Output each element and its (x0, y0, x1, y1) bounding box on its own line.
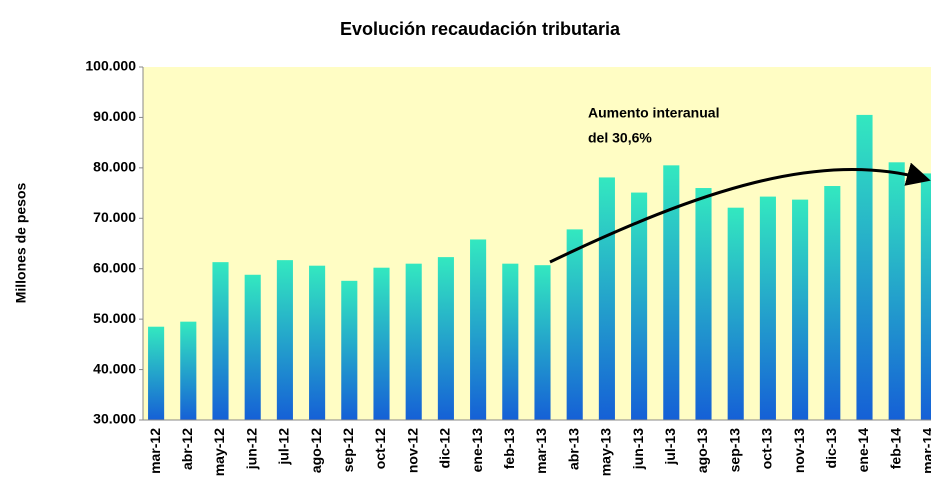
bar (180, 321, 197, 420)
bar (502, 263, 519, 420)
bar (212, 262, 229, 420)
bar (405, 263, 422, 420)
x-tick-label: dic-12 (437, 428, 453, 469)
bar (598, 177, 615, 420)
x-tick-label: oct-13 (759, 428, 775, 469)
y-tick-label: 80.000 (93, 159, 136, 175)
bar (244, 274, 261, 420)
x-tick-label: nov-12 (404, 428, 420, 473)
annotation: Aumento interanual (588, 105, 719, 121)
y-tick-label: 70.000 (93, 209, 136, 225)
bar (695, 188, 712, 420)
y-tick-label: 40.000 (93, 360, 136, 376)
bar (437, 257, 454, 420)
bar (727, 207, 744, 420)
bar (663, 165, 680, 420)
trend-arrow (549, 162, 931, 264)
bar (309, 265, 326, 420)
x-tick-label: feb-13 (501, 428, 517, 469)
x-tick-label: jun-12 (243, 428, 259, 470)
x-tick-label: dic-13 (823, 428, 839, 469)
x-tick-label: may-13 (598, 428, 614, 476)
y-tick-label: 100.000 (85, 58, 136, 74)
chart-title: Evolución recaudación tributaria (340, 19, 621, 39)
x-tick-label: mar-14 (920, 428, 931, 474)
x-tick-label: ago-12 (308, 428, 324, 473)
bar (631, 192, 648, 420)
x-tick-label: ene-14 (855, 428, 871, 473)
bar (824, 186, 841, 420)
bar (148, 326, 165, 420)
x-tick-label: ago-13 (694, 428, 710, 473)
bar (920, 173, 931, 420)
y-tick-label: 60.000 (93, 259, 136, 275)
x-tick-label: nov-13 (791, 428, 807, 473)
bar (566, 229, 583, 420)
x-tick-label: jul-12 (276, 428, 292, 466)
bar (470, 239, 487, 420)
bar (341, 280, 358, 420)
bar (276, 260, 293, 420)
bar (856, 114, 873, 421)
x-tick-label: jun-13 (630, 428, 646, 470)
annotation: del 30,6% (588, 130, 652, 146)
x-tick-label: abr-12 (179, 428, 195, 470)
y-tick-label: 90.000 (93, 108, 136, 124)
y-tick-label: 30.000 (93, 411, 136, 427)
x-tick-label: feb-14 (887, 428, 903, 469)
y-tick-label: 50.000 (93, 310, 136, 326)
bar (534, 265, 551, 420)
bar (373, 267, 390, 420)
x-tick-label: sep-13 (726, 428, 742, 473)
bar (759, 196, 776, 420)
bar (792, 199, 809, 420)
x-tick-label: may-12 (211, 428, 227, 476)
x-tick-label: mar-13 (533, 428, 549, 474)
y-axis-label: Millones de pesos (13, 182, 29, 303)
x-tick-label: abr-13 (565, 428, 581, 470)
x-tick-label: ene-13 (469, 428, 485, 473)
x-tick-label: jul-13 (662, 428, 678, 466)
x-tick-label: mar-12 (147, 428, 163, 474)
x-tick-label: oct-12 (372, 428, 388, 469)
x-tick-label: sep-12 (340, 428, 356, 473)
bar (888, 162, 905, 420)
